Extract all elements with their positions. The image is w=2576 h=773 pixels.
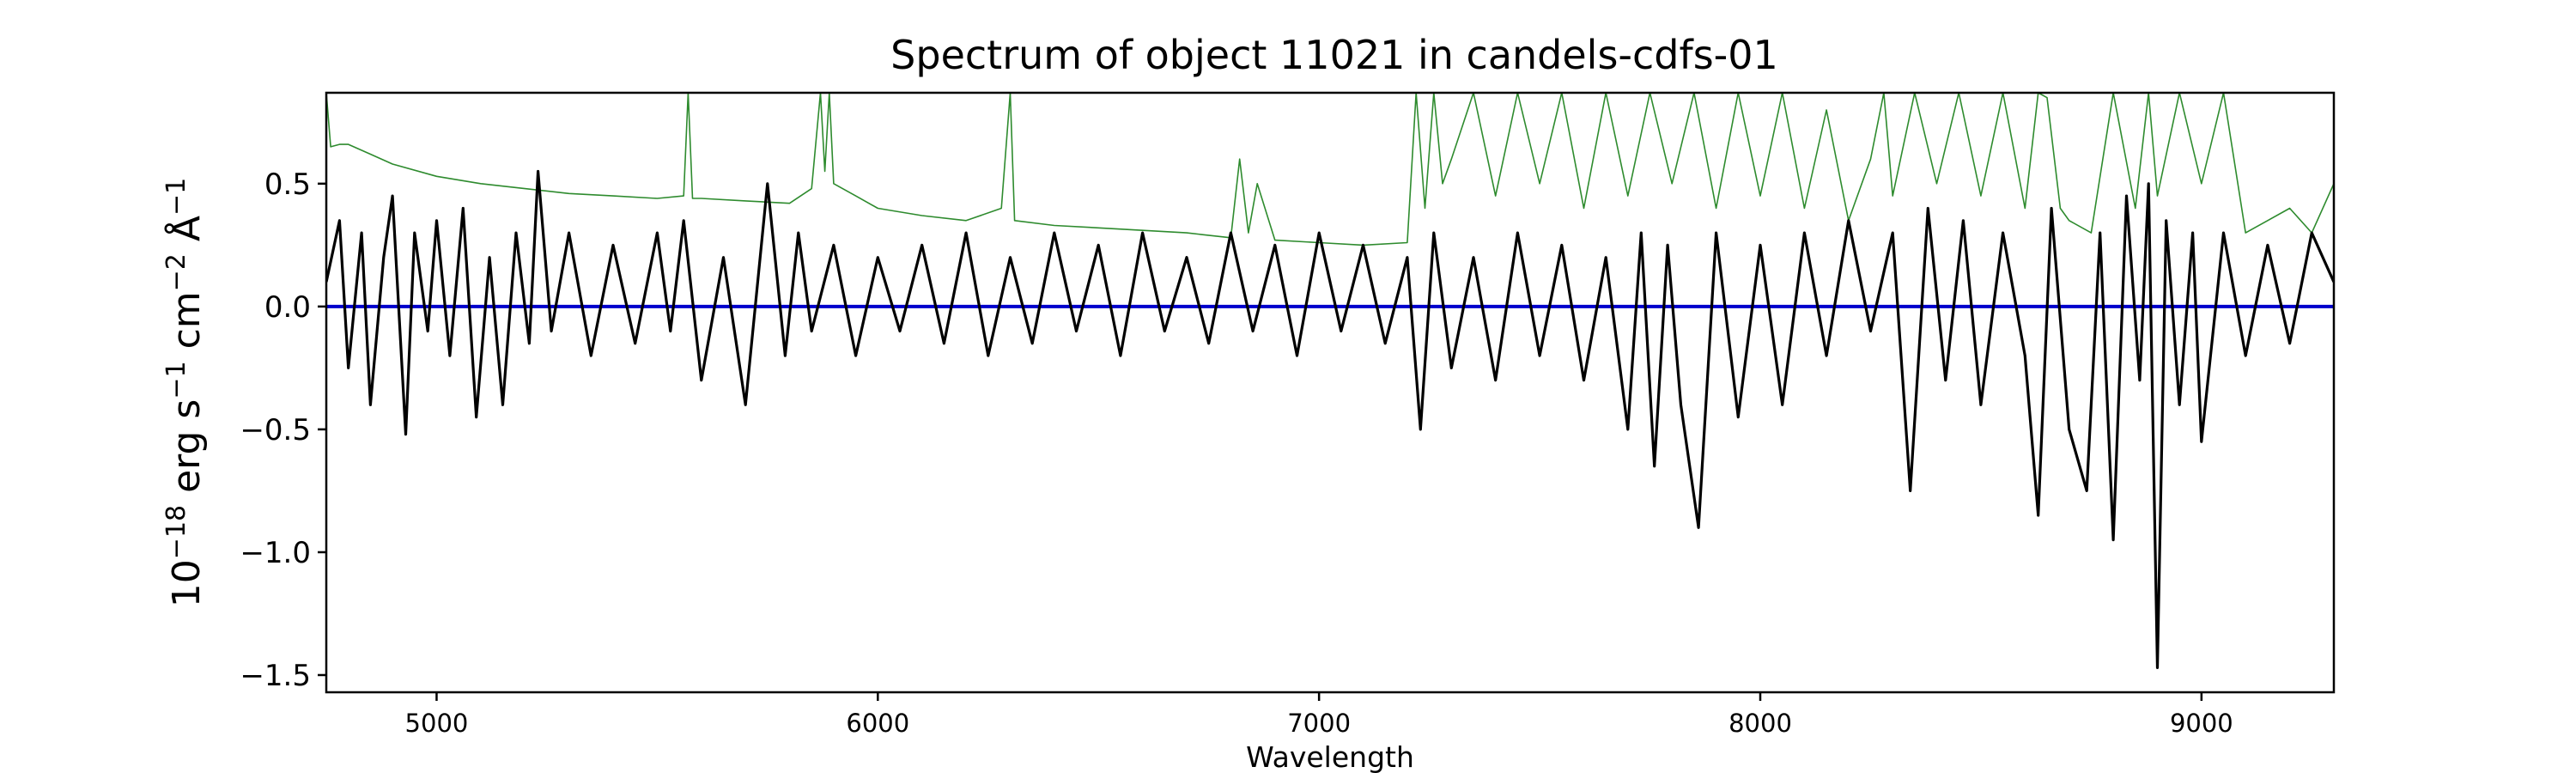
y-tick-label: −0.5 [240, 413, 311, 447]
y-tick-label: 0.0 [264, 290, 311, 325]
y-tick-label: 0.5 [264, 167, 311, 202]
y-axis-label-exp3: −2 [161, 253, 191, 291]
series-line-spectrum [326, 169, 2334, 670]
y-axis-label-base: 10 [165, 559, 209, 607]
x-tick-label: 8000 [1728, 709, 1792, 738]
x-tick-label: 6000 [846, 709, 909, 738]
y-axis-label: 10−18 erg s−1 cm−2 Å−1 [161, 178, 210, 607]
x-axis: 5000 6000 7000 8000 9000 [405, 692, 2233, 738]
x-tick-label: 9000 [2170, 709, 2233, 738]
series-layer [326, 93, 2334, 670]
series-line-error [326, 93, 2334, 247]
plot-frame [325, 91, 2336, 694]
chart-title: Spectrum of object 11021 in candels-cdfs… [890, 32, 1778, 78]
y-axis-label-exp1: −18 [161, 505, 191, 559]
x-axis-label: Wavelength [1246, 740, 1414, 773]
y-axis-label-exp4: −1 [161, 178, 191, 216]
x-tick-label: 5000 [405, 709, 469, 738]
y-tick-label: −1.5 [240, 659, 311, 693]
y-axis-label-mid2: cm [165, 291, 209, 361]
y-axis-label-mid3: Å [163, 216, 209, 253]
y-axis-label-exp2: −1 [161, 361, 191, 399]
y-axis: 0.5 0.0 −0.5 −1.0 −1.5 [240, 167, 326, 693]
x-tick-label: 7000 [1287, 709, 1351, 738]
y-tick-label: −1.0 [240, 536, 311, 570]
y-axis-label-mid1: erg s [165, 399, 209, 505]
